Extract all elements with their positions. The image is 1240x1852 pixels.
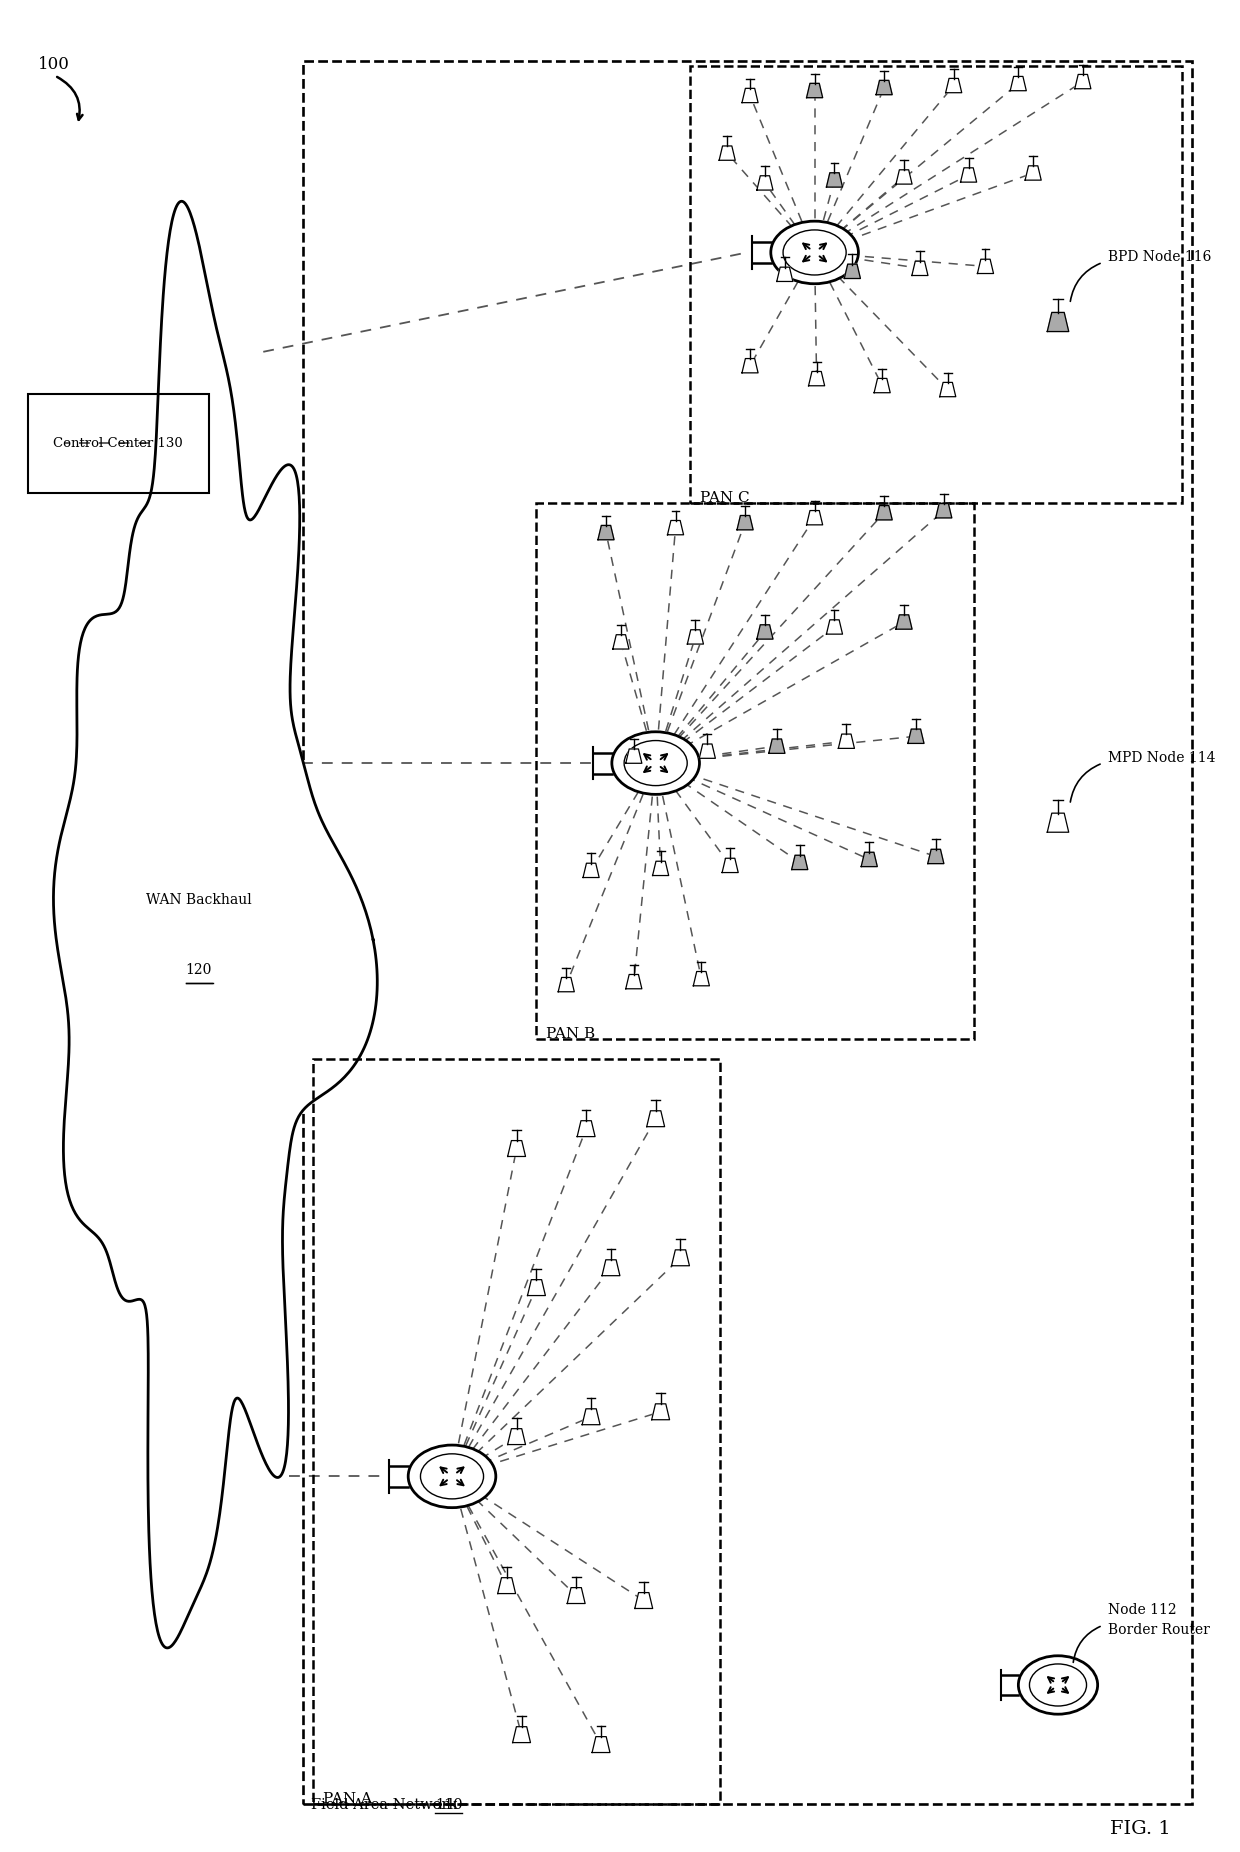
Bar — [691, 65, 1182, 502]
Polygon shape — [806, 511, 822, 524]
Polygon shape — [1025, 167, 1042, 180]
Polygon shape — [1075, 74, 1091, 89]
Polygon shape — [808, 372, 825, 385]
Polygon shape — [897, 615, 913, 630]
Ellipse shape — [611, 732, 699, 795]
Polygon shape — [613, 635, 629, 648]
Polygon shape — [722, 857, 738, 872]
Polygon shape — [507, 1141, 526, 1156]
Polygon shape — [1011, 76, 1027, 91]
Polygon shape — [742, 359, 758, 372]
Polygon shape — [928, 850, 944, 863]
Polygon shape — [583, 863, 599, 878]
Polygon shape — [940, 382, 956, 396]
Polygon shape — [838, 733, 854, 748]
Polygon shape — [737, 515, 753, 530]
Polygon shape — [961, 169, 977, 181]
Text: PAN A: PAN A — [322, 1793, 372, 1806]
Ellipse shape — [408, 1445, 496, 1508]
Ellipse shape — [1018, 1656, 1097, 1715]
Text: 120: 120 — [186, 963, 212, 976]
Polygon shape — [946, 78, 962, 93]
Polygon shape — [1048, 813, 1069, 832]
Text: Node 112: Node 112 — [1107, 1604, 1177, 1617]
Text: PAN C: PAN C — [701, 491, 750, 506]
Polygon shape — [647, 1111, 665, 1126]
Polygon shape — [936, 504, 952, 519]
Polygon shape — [742, 89, 758, 102]
Polygon shape — [693, 972, 709, 985]
Polygon shape — [806, 83, 822, 98]
Polygon shape — [776, 267, 792, 282]
Polygon shape — [769, 739, 785, 754]
Polygon shape — [527, 1280, 546, 1296]
Ellipse shape — [420, 1454, 484, 1498]
Polygon shape — [626, 748, 642, 763]
Polygon shape — [826, 620, 842, 633]
Polygon shape — [591, 1737, 610, 1752]
Polygon shape — [667, 520, 683, 535]
Polygon shape — [756, 176, 773, 191]
Polygon shape — [601, 1259, 620, 1276]
Polygon shape — [756, 624, 773, 639]
Polygon shape — [874, 378, 890, 393]
Text: MPD Node 114: MPD Node 114 — [1107, 752, 1215, 765]
Polygon shape — [699, 745, 715, 757]
Polygon shape — [844, 265, 861, 278]
Polygon shape — [507, 1428, 526, 1445]
Polygon shape — [687, 630, 703, 644]
Ellipse shape — [624, 741, 687, 785]
Polygon shape — [567, 1587, 585, 1604]
Polygon shape — [497, 1578, 516, 1593]
Polygon shape — [977, 259, 993, 274]
Polygon shape — [626, 974, 642, 989]
Polygon shape — [53, 202, 377, 1648]
Text: PAN B: PAN B — [547, 1028, 595, 1041]
Polygon shape — [911, 261, 928, 276]
Polygon shape — [719, 146, 735, 161]
Polygon shape — [877, 80, 893, 94]
Text: WAN Backhaul: WAN Backhaul — [146, 893, 252, 907]
Polygon shape — [791, 856, 807, 870]
Ellipse shape — [771, 220, 858, 283]
Bar — [27, 393, 208, 493]
Polygon shape — [826, 172, 842, 187]
Bar — [303, 61, 1192, 1804]
Polygon shape — [877, 506, 893, 520]
Text: Control Center 130: Control Center 130 — [53, 437, 184, 450]
Polygon shape — [862, 852, 877, 867]
Polygon shape — [897, 170, 913, 183]
Polygon shape — [652, 861, 668, 876]
Ellipse shape — [1029, 1663, 1086, 1706]
Polygon shape — [598, 526, 614, 539]
Polygon shape — [558, 978, 574, 993]
Polygon shape — [672, 1250, 689, 1265]
Text: 100: 100 — [37, 56, 69, 72]
Polygon shape — [635, 1593, 652, 1609]
Bar — [537, 502, 973, 1039]
Ellipse shape — [784, 230, 846, 274]
Polygon shape — [577, 1120, 595, 1137]
Text: FIG. 1: FIG. 1 — [1110, 1821, 1171, 1837]
Text: 110: 110 — [435, 1798, 463, 1813]
Bar — [312, 1059, 720, 1804]
Polygon shape — [908, 730, 924, 743]
Text: Field Area Network: Field Area Network — [311, 1798, 466, 1813]
Text: BPD Node 116: BPD Node 116 — [1107, 250, 1211, 265]
Polygon shape — [1048, 313, 1069, 332]
Polygon shape — [582, 1409, 600, 1424]
Polygon shape — [512, 1726, 531, 1743]
Text: Border Router: Border Router — [1107, 1624, 1209, 1637]
Polygon shape — [652, 1404, 670, 1420]
